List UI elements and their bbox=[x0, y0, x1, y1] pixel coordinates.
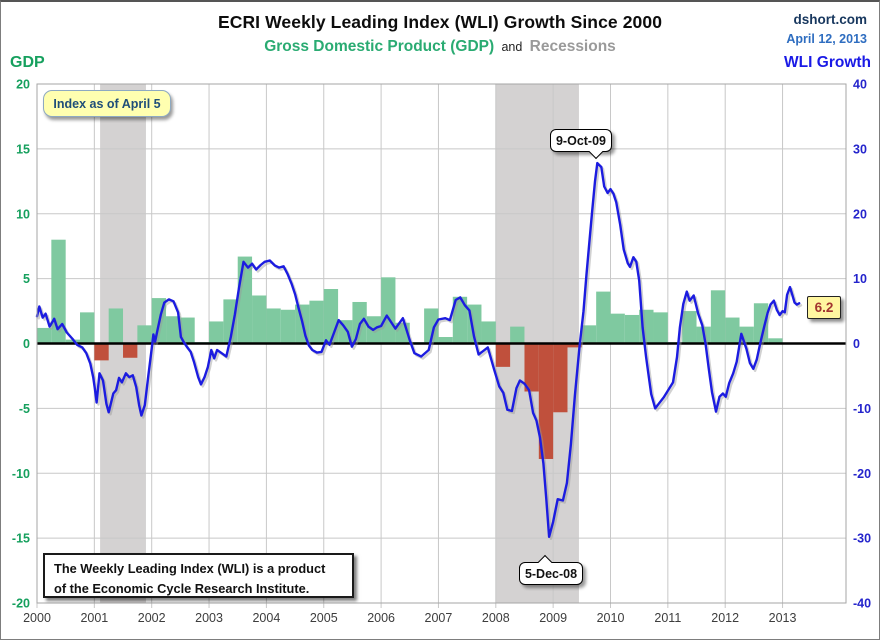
svg-text:2002: 2002 bbox=[138, 611, 166, 625]
svg-text:2006: 2006 bbox=[367, 611, 395, 625]
svg-text:2000: 2000 bbox=[23, 611, 51, 625]
chart-title: ECRI Weekly Leading Index (WLI) Growth S… bbox=[217, 12, 663, 32]
chart-subtitle: Gross Domestic Product (GDP) and Recessi… bbox=[1, 38, 879, 56]
footnote-line1: The Weekly Leading Index (WLI) is a prod… bbox=[54, 561, 326, 576]
subtitle-gdp-label: Gross Domestic Product (GDP) bbox=[264, 38, 495, 55]
svg-text:10: 10 bbox=[853, 272, 867, 286]
svg-text:0: 0 bbox=[853, 337, 860, 351]
trough-date-callout: 5-Dec-08 bbox=[519, 554, 583, 585]
svg-text:2005: 2005 bbox=[310, 611, 338, 625]
svg-text:0: 0 bbox=[23, 337, 30, 351]
svg-text:2004: 2004 bbox=[252, 611, 280, 625]
svg-text:-30: -30 bbox=[853, 532, 871, 546]
subtitle-and-label: and bbox=[501, 40, 523, 54]
trough-date-label: 5-Dec-08 bbox=[524, 566, 578, 581]
svg-text:5: 5 bbox=[23, 272, 30, 286]
footnote-line2: of the Economic Cycle Research Institute… bbox=[54, 580, 310, 596]
index-asof-note: Index as of April 5 bbox=[43, 90, 171, 117]
svg-text:2012: 2012 bbox=[711, 611, 739, 625]
svg-text:2007: 2007 bbox=[425, 611, 453, 625]
source-date: April 12, 2013 bbox=[786, 31, 867, 46]
svg-text:2003: 2003 bbox=[195, 611, 223, 625]
peak-date-label: 9-Oct-09 bbox=[555, 133, 607, 148]
footnote-box: The Weekly Leading Index (WLI) is a prod… bbox=[43, 553, 354, 598]
svg-text:2011: 2011 bbox=[654, 611, 681, 625]
latest-value-badge: 6.2 bbox=[807, 296, 841, 319]
svg-text:-20: -20 bbox=[12, 597, 30, 611]
svg-text:2008: 2008 bbox=[482, 611, 510, 625]
svg-text:20: 20 bbox=[853, 207, 867, 221]
peak-date-callout: 9-Oct-09 bbox=[550, 129, 612, 160]
svg-text:30: 30 bbox=[853, 142, 867, 156]
right-axis-title: WLI Growth bbox=[784, 54, 871, 71]
subtitle-recessions-label: Recessions bbox=[529, 38, 616, 55]
svg-text:15: 15 bbox=[16, 142, 30, 156]
left-axis-title: GDP bbox=[10, 54, 45, 71]
svg-text:20: 20 bbox=[16, 78, 30, 92]
svg-text:10: 10 bbox=[16, 207, 30, 221]
svg-text:2013: 2013 bbox=[769, 611, 797, 625]
svg-text:2010: 2010 bbox=[597, 611, 625, 625]
source-block: dshort.com April 12, 2013 bbox=[786, 10, 867, 48]
svg-text:-40: -40 bbox=[853, 597, 871, 611]
svg-text:-5: -5 bbox=[19, 402, 30, 416]
source-site: dshort.com bbox=[793, 12, 867, 27]
svg-text:40: 40 bbox=[853, 78, 867, 92]
svg-text:2009: 2009 bbox=[539, 611, 567, 625]
svg-text:-10: -10 bbox=[853, 402, 871, 416]
svg-text:-15: -15 bbox=[12, 532, 30, 546]
svg-text:-10: -10 bbox=[12, 467, 30, 481]
svg-text:-20: -20 bbox=[853, 467, 871, 481]
svg-text:2001: 2001 bbox=[80, 611, 108, 625]
